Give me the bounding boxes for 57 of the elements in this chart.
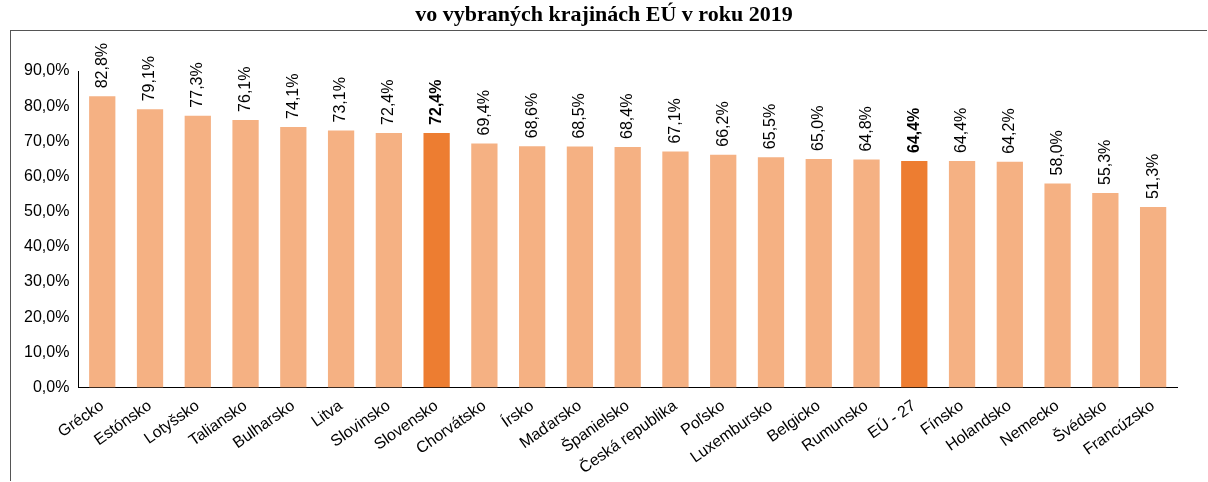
bar <box>184 115 211 388</box>
data-label: 64,8% <box>856 106 874 152</box>
y-tick-label: 90,0% <box>23 61 70 79</box>
y-tick-label: 80,0% <box>23 96 70 114</box>
bar <box>1044 183 1071 388</box>
data-label: 55,3% <box>1095 139 1113 186</box>
chart-title: vo vybraných krajinách EÚ v roku 2019 <box>414 0 794 28</box>
bar <box>614 146 641 388</box>
bar <box>948 161 976 388</box>
bar <box>136 109 164 388</box>
data-label: 72,4% <box>427 79 445 125</box>
y-tick-label: 60,0% <box>23 166 70 184</box>
bar <box>280 126 307 388</box>
bar <box>423 132 450 388</box>
y-tick-label: 70,0% <box>23 131 70 149</box>
data-label: 64,4% <box>952 107 970 154</box>
data-label: 76,1% <box>235 66 253 112</box>
data-label: 77,3% <box>188 62 206 108</box>
bar <box>1092 193 1119 388</box>
data-label: 79,1% <box>140 55 158 102</box>
bar <box>232 119 259 388</box>
bar <box>710 154 737 388</box>
data-label: 68,5% <box>570 93 588 139</box>
bar <box>901 161 928 388</box>
bar <box>853 159 880 388</box>
data-label: 82,8% <box>92 42 110 89</box>
y-tick-label: 20,0% <box>23 307 70 325</box>
bar <box>519 146 546 388</box>
bar <box>662 151 689 388</box>
bar <box>1139 207 1167 388</box>
data-label: 69,4% <box>474 90 492 136</box>
bar <box>327 130 355 388</box>
bar <box>757 157 785 388</box>
bar <box>471 143 498 388</box>
data-label: 66,2% <box>713 101 731 147</box>
y-tick-label: 0,0% <box>32 377 70 395</box>
data-label: 64,2% <box>1000 108 1018 154</box>
data-label: 65,5% <box>761 103 779 150</box>
data-label: 68,4% <box>618 93 636 139</box>
data-label: 58,0% <box>1047 130 1065 176</box>
bar <box>89 96 116 388</box>
bar <box>805 158 832 388</box>
data-label: 51,3% <box>1143 153 1161 200</box>
bar <box>375 132 402 388</box>
y-tick-label: 30,0% <box>23 272 70 290</box>
data-label: 72,4% <box>379 79 397 125</box>
bar <box>566 146 594 388</box>
y-tick-label: 10,0% <box>23 342 70 360</box>
data-label: 73,1% <box>331 77 349 123</box>
bar <box>996 161 1023 388</box>
data-label: 65,0% <box>809 105 827 151</box>
data-label: 68,6% <box>522 92 540 139</box>
data-label: 74,1% <box>283 73 301 119</box>
data-label: 64,4% <box>904 107 922 154</box>
data-label: 67,1% <box>665 98 683 144</box>
y-tick-label: 40,0% <box>23 237 70 255</box>
y-tick-label: 50,0% <box>23 202 70 220</box>
